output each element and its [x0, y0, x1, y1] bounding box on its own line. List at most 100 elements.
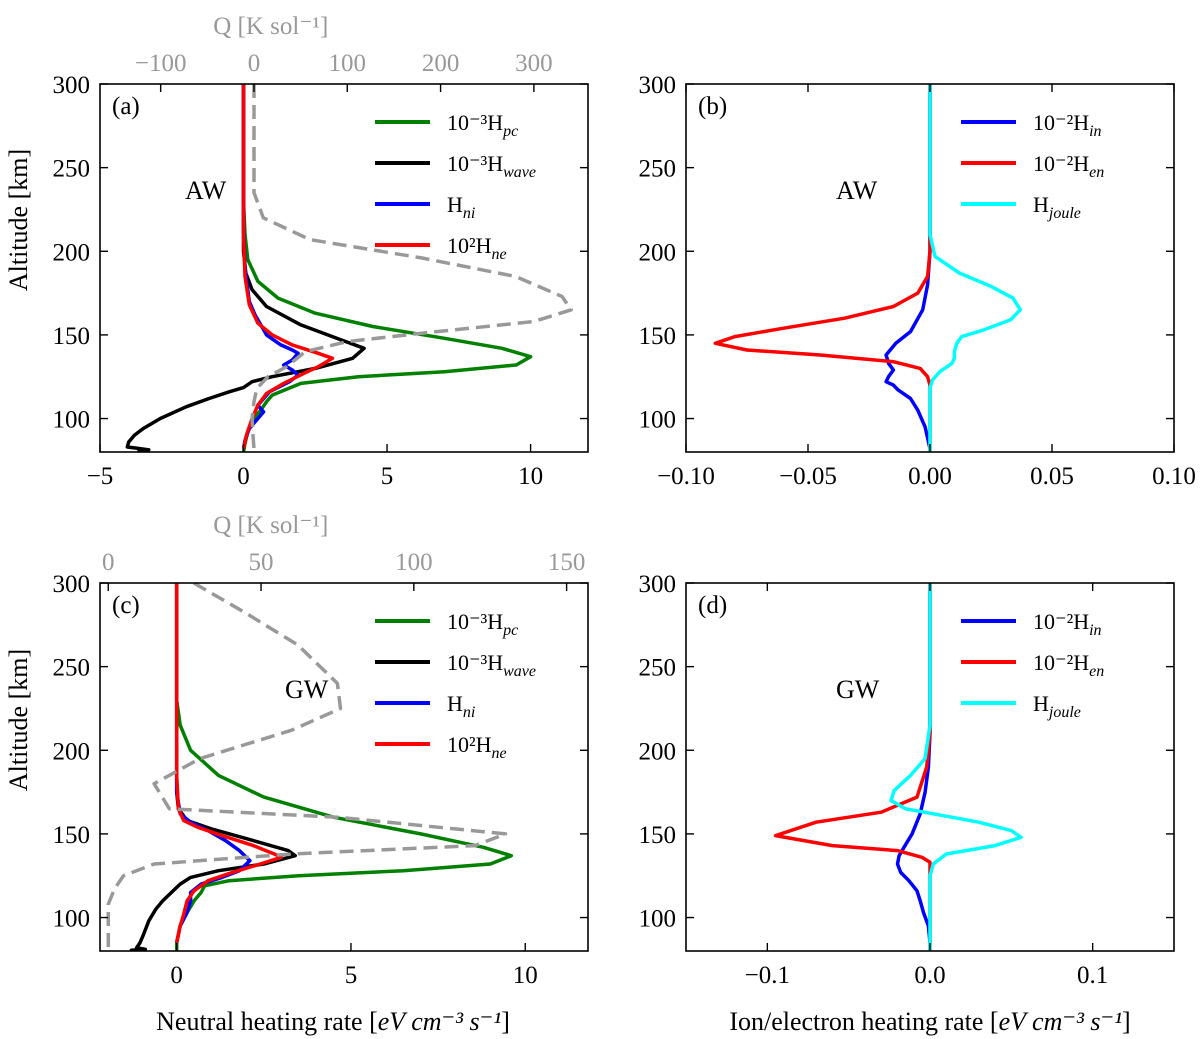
- legend-label-sub-a-wave: wave: [503, 164, 536, 181]
- legend-label-sub-d-en: en: [1089, 663, 1104, 680]
- x-axis-label-left-close: ]: [501, 1007, 510, 1036]
- series-c-ne: [174, 583, 284, 943]
- series-d-in: [895, 583, 932, 943]
- xtick-label-b-4: 0.10: [1152, 463, 1196, 490]
- xtick-label-a-3: 10: [518, 463, 543, 490]
- legend-label-a-wave: 10⁻³Hwave: [447, 151, 536, 181]
- secondary-axis-label-c: Q [K sol⁻¹]: [213, 512, 328, 539]
- legend-label-main-b-joule: H: [1033, 192, 1049, 217]
- legend-label-main-c-ne: 10²H: [447, 732, 492, 757]
- y-axis-label-bottom: Altitude [km]: [4, 649, 33, 791]
- legend-label-sub-c-pc: pc: [502, 622, 518, 639]
- secondary-xtick-label-a-4: 300: [515, 50, 553, 77]
- ytick-label-b-150: 150: [639, 323, 677, 350]
- xtick-label-d-0: −0.1: [745, 962, 790, 989]
- secondary-xtick-label-a-1: 0: [248, 50, 261, 77]
- ytick-label-b-300: 300: [639, 72, 677, 99]
- series-d-en: [773, 583, 932, 951]
- legend-label-sub-a-ne: ne: [491, 246, 506, 263]
- legend-label-sub-d-joule: joule: [1047, 704, 1081, 721]
- xtick-label-b-3: 0.05: [1030, 463, 1074, 490]
- legend-label-c-ni: Hni: [447, 691, 475, 721]
- legend-label-main-a-pc: 10⁻³H: [447, 110, 503, 135]
- series-c-pc: [174, 583, 514, 951]
- legend-label-a-ne: 10²Hne: [447, 233, 507, 263]
- xtick-label-d-2: 0.1: [1077, 962, 1108, 989]
- legend-label-main-a-ni: H: [447, 192, 463, 217]
- secondary-xtick-label-c-0: 0: [102, 549, 115, 576]
- ytick-label-b-250: 250: [639, 156, 677, 183]
- series-a-pc: [241, 84, 533, 452]
- ytick-label-d-250: 250: [639, 655, 677, 682]
- legend-label-sub-a-ni: ni: [463, 205, 475, 222]
- legend-label-b-en: 10⁻²Hen: [1033, 151, 1104, 181]
- ytick-label-a-250: 250: [53, 156, 91, 183]
- xtick-label-c-2: 10: [513, 962, 538, 989]
- legend-label-b-joule: Hjoule: [1033, 192, 1081, 222]
- legend-label-c-pc: 10⁻³Hpc: [447, 609, 518, 639]
- ytick-label-b-100: 100: [639, 407, 677, 434]
- legend-label-main-a-wave: 10⁻³H: [447, 151, 503, 176]
- axes-frame-a: [99, 83, 589, 453]
- ytick-label-a-100: 100: [53, 407, 91, 434]
- legend-label-c-ne: 10²Hne: [447, 732, 507, 762]
- series-c-wave: [129, 583, 297, 951]
- x-axis-label-left-text: Neutral heating rate [: [156, 1007, 378, 1036]
- legend-label-sub-c-ni: ni: [463, 704, 475, 721]
- legend-label-main-b-in: 10⁻²H: [1033, 110, 1089, 135]
- axes-frame-c: [99, 582, 589, 952]
- legend-label-main-b-en: 10⁻²H: [1033, 151, 1089, 176]
- legend-label-c-wave: 10⁻³Hwave: [447, 650, 536, 680]
- legend-label-sub-b-in: in: [1089, 123, 1101, 140]
- xtick-label-c-1: 5: [345, 962, 358, 989]
- series-c-ni: [174, 583, 252, 943]
- legend-label-sub-d-in: in: [1089, 622, 1101, 639]
- x-axis-label-right-close: ]: [1122, 1007, 1131, 1036]
- x-axis-label-right-units: eV cm⁻³ s⁻¹: [999, 1007, 1123, 1036]
- legend-label-main-c-ni: H: [447, 691, 463, 716]
- panel-label-c: (c): [112, 592, 140, 619]
- legend-label-main-d-joule: H: [1033, 691, 1049, 716]
- legend-label-d-en: 10⁻²Hen: [1033, 650, 1104, 680]
- xtick-label-a-0: −5: [87, 463, 114, 490]
- legend-label-main-d-en: 10⁻²H: [1033, 650, 1089, 675]
- panel-b: 100 150 200 250 300 −0.10 −0.05 0.00 0.05 0.10 (b)…: [639, 72, 1196, 490]
- panel-a: 100 150 200 250 300 −5 0 5 10 −100 0 100 200 300 Q [K …: [53, 13, 589, 490]
- series-b-en: [713, 84, 932, 452]
- xtick-label-b-0: −0.10: [657, 463, 715, 490]
- ytick-label-c-300: 300: [53, 571, 91, 598]
- panel-label-b: (b): [698, 93, 727, 120]
- x-axis-label-left: Neutral heating rate [eV cm⁻³ s⁻¹]: [156, 1007, 510, 1036]
- ytick-label-c-250: 250: [53, 655, 91, 682]
- ytick-label-b-200: 200: [639, 239, 677, 266]
- secondary-xtick-label-c-2: 100: [395, 549, 433, 576]
- legend-label-b-in: 10⁻²Hin: [1033, 110, 1102, 140]
- ytick-label-a-150: 150: [53, 323, 91, 350]
- legend-label-d-in: 10⁻²Hin: [1033, 609, 1102, 639]
- series-b-in: [884, 84, 932, 450]
- xtick-label-c-0: 0: [170, 962, 183, 989]
- annotation-c: GW: [285, 675, 329, 704]
- legend-label-main-c-wave: 10⁻³H: [447, 650, 503, 675]
- panel-label-d: (d): [698, 592, 727, 619]
- ytick-label-a-300: 300: [53, 72, 91, 99]
- x-axis-label-left-units: eV cm⁻³ s⁻¹: [378, 1007, 502, 1036]
- series-a-wave: [125, 84, 366, 452]
- y-axis-label-top: Altitude [km]: [4, 149, 33, 291]
- ytick-label-c-100: 100: [53, 906, 91, 933]
- xtick-label-a-2: 5: [381, 463, 394, 490]
- ytick-label-a-200: 200: [53, 239, 91, 266]
- xtick-label-b-1: −0.05: [779, 463, 837, 490]
- secondary-xtick-label-c-1: 50: [249, 549, 274, 576]
- ytick-label-d-100: 100: [639, 906, 677, 933]
- series-b-joule: [928, 84, 1023, 452]
- series-d-joule: [889, 583, 1023, 951]
- legend-label-sub-a-pc: pc: [502, 123, 518, 140]
- secondary-xtick-label-a-3: 200: [422, 50, 460, 77]
- secondary-xtick-label-a-2: 100: [329, 50, 367, 77]
- x-axis-label-right-text: Ion/electron heating rate [: [729, 1007, 998, 1036]
- legend-label-sub-b-en: en: [1089, 164, 1104, 181]
- legend-label-a-pc: 10⁻³Hpc: [447, 110, 518, 140]
